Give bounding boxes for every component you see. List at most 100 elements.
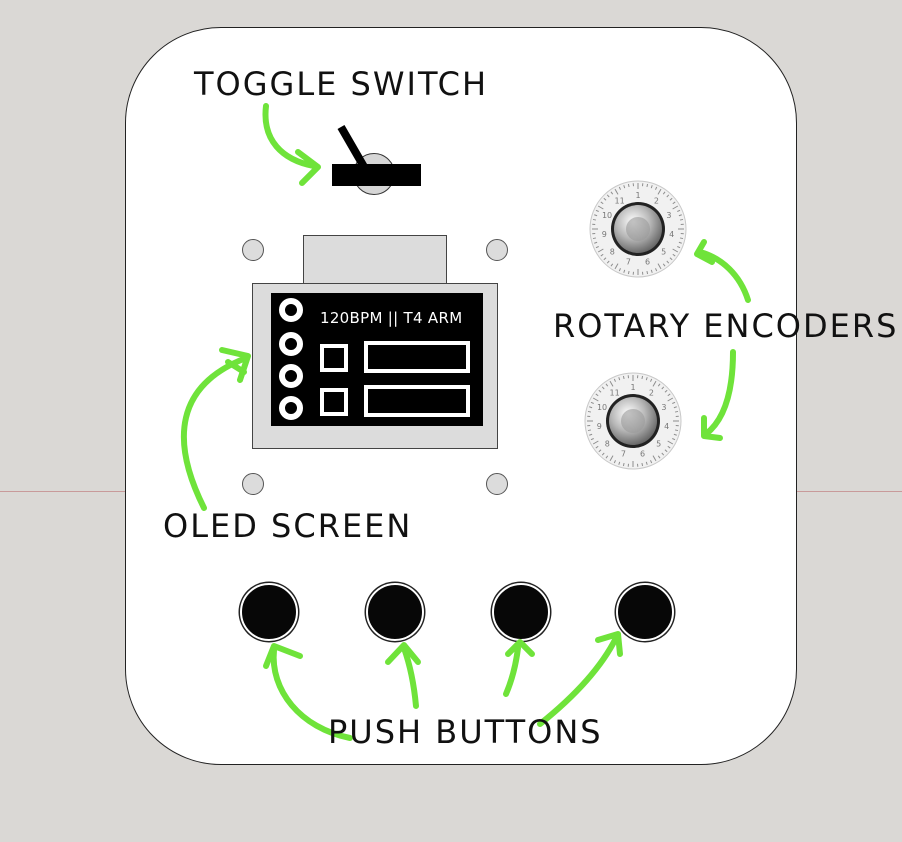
dial-tick — [650, 460, 653, 464]
dial-tick — [650, 378, 653, 382]
dial-tick — [645, 461, 648, 465]
push-button-4[interactable] — [616, 583, 674, 641]
label-rotary-encoders: ROTARY ENCODERS — [553, 307, 899, 345]
oled-track-indicator-ring — [279, 332, 303, 356]
oled-square-box — [320, 388, 348, 416]
dial-tick — [597, 248, 604, 253]
dial-tick — [609, 455, 614, 462]
dial-tick — [600, 253, 604, 257]
dial-number: 7 — [626, 258, 631, 267]
oled-bar-box — [364, 385, 470, 417]
dial-tick — [592, 440, 599, 445]
dial-tick — [674, 429, 679, 432]
dial-tick — [655, 268, 658, 272]
dial-tick — [610, 191, 614, 195]
dial-tick — [672, 401, 676, 404]
dial-tick — [664, 449, 668, 453]
rotary-encoder-bottom[interactable]: 1 2 3 4 5 6 7 8 9 10 11 — [583, 371, 683, 471]
dial-tick — [667, 440, 674, 445]
dial-tick — [613, 460, 616, 464]
arrow-rotary-encoder-bottom — [703, 349, 736, 437]
dial-tick — [661, 386, 665, 390]
dial-number: 2 — [649, 388, 654, 397]
dial-tick — [623, 185, 626, 189]
dial-number: 8 — [605, 439, 610, 448]
dial-tick — [627, 270, 630, 275]
dial-tick — [603, 257, 607, 261]
oled-track-indicator-ring — [279, 364, 303, 388]
push-button-2[interactable] — [366, 583, 424, 641]
dial-tick — [672, 253, 676, 257]
dial-tick — [594, 241, 598, 244]
dial-tick — [590, 438, 594, 441]
dial-tick — [618, 186, 621, 190]
dial-tick — [592, 397, 599, 402]
arrowhead-push-button-1 — [263, 643, 303, 669]
dial-tick — [627, 183, 630, 188]
arrow-rotary-encoder-top — [697, 249, 751, 303]
dial-tick — [666, 194, 670, 198]
dial-tick — [605, 455, 609, 459]
dial-tick — [592, 237, 597, 240]
dial-tick — [657, 188, 662, 195]
dial-tick — [589, 406, 593, 409]
dial-tick — [609, 380, 614, 387]
dial-tick — [614, 263, 619, 270]
arrow-push-button-3 — [503, 645, 521, 697]
dial-number: 10 — [597, 403, 607, 412]
oled-bar-box — [364, 341, 470, 373]
dial-tick — [610, 263, 614, 267]
dial-number: 1 — [630, 383, 635, 392]
dial-tick — [618, 461, 621, 465]
arrow-push-button-1 — [270, 647, 353, 741]
dial-tick — [679, 218, 684, 221]
dial-tick — [666, 260, 670, 264]
dial-tick — [587, 410, 592, 413]
oled-status-text: 120BPM || T4 ARM — [320, 309, 463, 327]
dial-tick — [657, 263, 662, 270]
push-button-1[interactable] — [240, 583, 298, 641]
dial-tick — [595, 445, 599, 449]
dial-tick — [652, 455, 657, 462]
arrowhead-push-button-3 — [505, 639, 535, 657]
oled-bracket-tab — [303, 235, 447, 290]
dial-tick — [657, 455, 661, 459]
arrowhead-oled-fill — [225, 359, 247, 375]
dial-tick — [601, 452, 605, 456]
dial-tick — [677, 246, 681, 249]
label-push-buttons: PUSH BUTTONS — [328, 713, 603, 751]
dial-tick — [667, 445, 671, 449]
dial-tick — [641, 375, 644, 380]
dial-tick — [606, 260, 610, 264]
dial-number: 2 — [654, 196, 659, 205]
rotary-encoder-top[interactable]: 1 2 3 4 5 6 7 8 9 10 11 — [588, 179, 688, 279]
dial-number: 11 — [610, 388, 620, 397]
dial-tick — [606, 194, 610, 198]
dial-tick — [597, 205, 604, 210]
dial-tick — [650, 185, 653, 189]
oled-square-box — [320, 344, 348, 372]
dial-tick — [595, 246, 599, 249]
dial-tick — [667, 393, 671, 397]
dial-tick — [662, 191, 666, 195]
arrowhead-rotary-encoder-top — [694, 239, 715, 265]
dial-tick — [603, 197, 607, 201]
dial-tick — [589, 433, 593, 436]
dial-tick — [592, 218, 597, 221]
dial-tick — [661, 452, 665, 456]
dial-tick — [645, 377, 648, 381]
mounting-hole — [242, 239, 264, 261]
arrowhead-push-button-2 — [385, 642, 421, 665]
arrowhead-toggle-switch — [295, 149, 321, 186]
dial-tick — [662, 263, 666, 267]
dial-tick — [672, 248, 679, 253]
dial-number: 11 — [615, 196, 625, 205]
dial-number: 5 — [661, 247, 666, 256]
oled-screen — [271, 293, 483, 426]
dial-tick — [674, 410, 679, 413]
dial-number: 5 — [656, 439, 661, 448]
dial-tick — [623, 269, 626, 273]
dial-number: 6 — [645, 258, 650, 267]
dial-tick — [678, 214, 682, 217]
